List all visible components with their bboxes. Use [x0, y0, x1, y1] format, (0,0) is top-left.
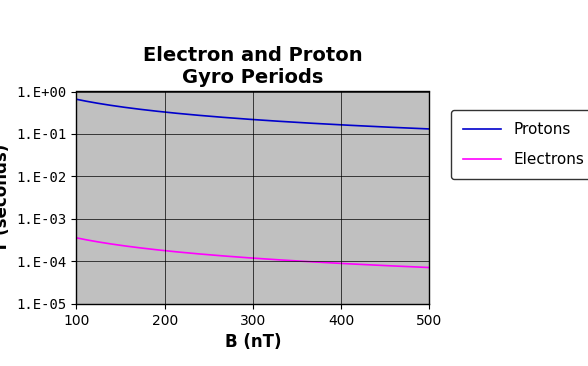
Protons: [362, 124, 369, 128]
Electrons: [264, 257, 271, 261]
X-axis label: B (nT): B (nT): [225, 333, 281, 351]
Electrons: [73, 236, 80, 240]
Protons: [264, 118, 271, 123]
Electrons: [283, 258, 290, 262]
Protons: [73, 97, 80, 101]
Electrons: [243, 255, 250, 260]
Protons: [417, 126, 425, 131]
Electrons: [417, 265, 425, 269]
Protons: [243, 117, 250, 121]
Line: Protons: Protons: [76, 99, 429, 129]
Y-axis label: T (seconds): T (seconds): [0, 143, 11, 252]
Protons: [240, 117, 248, 121]
Electrons: [240, 255, 248, 259]
Legend: Protons, Electrons: Protons, Electrons: [451, 110, 588, 179]
Protons: [283, 120, 290, 124]
Electrons: [362, 262, 369, 267]
Electrons: [426, 265, 433, 270]
Protons: [426, 127, 433, 131]
Title: Electron and Proton
Gyro Periods: Electron and Proton Gyro Periods: [143, 46, 363, 87]
Line: Electrons: Electrons: [76, 238, 429, 268]
